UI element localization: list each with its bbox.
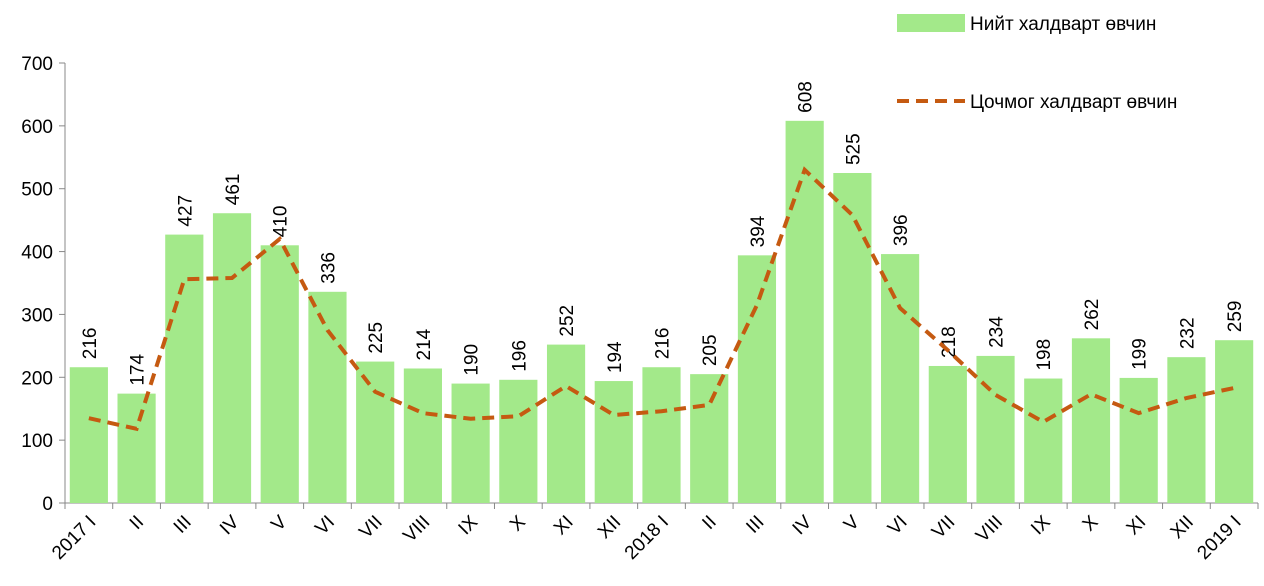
bar [976, 355, 1015, 503]
x-tick-label: IX [1027, 511, 1055, 539]
bar [260, 245, 299, 504]
data-label: 216 [80, 328, 101, 360]
x-tick-label: XI [1123, 512, 1151, 540]
y-tick-label: 300 [21, 305, 53, 326]
x-tick-label: IV [789, 511, 817, 539]
x-tick-label: VII [355, 512, 386, 543]
data-label: 214 [414, 328, 435, 360]
data-label: 252 [557, 305, 578, 337]
bar [737, 255, 777, 503]
x-tick-label: XI [550, 512, 578, 540]
y-tick-label: 200 [21, 368, 53, 389]
x-tick-label: X [1079, 511, 1103, 535]
data-label: 225 [366, 322, 387, 354]
data-label: 196 [509, 340, 530, 372]
x-tick-label: VIII [972, 512, 1007, 547]
bar [1119, 377, 1158, 503]
x-tick-label: III [742, 512, 768, 538]
bar [212, 213, 252, 503]
data-label: 205 [700, 334, 721, 366]
y-tick-label: 100 [21, 431, 53, 452]
x-tick-label: VII [928, 512, 959, 543]
data-label: 218 [939, 326, 960, 358]
data-label: 216 [653, 328, 674, 360]
x-tick-label: IX [455, 511, 483, 539]
bar [499, 379, 538, 503]
bar [1215, 340, 1254, 503]
y-tick-label: 600 [21, 117, 53, 138]
legend-swatch [897, 14, 965, 32]
legend-label: Нийт халдварт өвчин [970, 14, 1156, 35]
bar [881, 254, 920, 503]
bar [308, 291, 347, 503]
bar [785, 120, 824, 503]
data-label: 232 [1177, 317, 1198, 349]
x-tick-label: XII [1167, 512, 1198, 543]
bar [833, 173, 872, 503]
bar [451, 383, 490, 503]
x-tick-label: II [126, 512, 148, 534]
bar [403, 368, 442, 503]
bar [1024, 378, 1063, 503]
x-tick-label: 2019 I [1193, 512, 1245, 564]
bar [165, 234, 204, 503]
data-label: 608 [796, 81, 817, 113]
bar [546, 344, 586, 503]
bar [928, 365, 967, 503]
x-tick-label: X [506, 511, 530, 535]
bar [642, 367, 681, 503]
x-tick-label: VI [884, 512, 912, 540]
y-tick-label: 0 [42, 494, 53, 515]
x-tick-label: V [267, 511, 291, 535]
bar [594, 381, 633, 503]
bar [356, 361, 395, 503]
legend-label: Цочмог халдварт өвчин [970, 92, 1177, 113]
data-label: 174 [128, 353, 149, 385]
data-label: 262 [1082, 299, 1103, 331]
data-label: 336 [318, 252, 339, 284]
x-tick-label: VIII [399, 512, 434, 547]
x-tick-label: V [840, 511, 864, 535]
x-tick-label: IV [216, 511, 244, 539]
y-tick-label: 500 [21, 180, 53, 201]
data-label: 427 [175, 195, 196, 227]
data-label: 410 [271, 206, 292, 238]
bar [69, 367, 108, 503]
data-label: 234 [987, 316, 1008, 348]
data-label: 394 [748, 215, 769, 247]
x-tick-label: XII [594, 512, 625, 543]
data-label: 199 [1130, 338, 1151, 370]
y-tick-label: 400 [21, 243, 53, 264]
x-tick-label: II [698, 512, 720, 534]
line [88, 166, 1235, 432]
data-label: 190 [462, 344, 483, 376]
data-label: 525 [843, 133, 864, 165]
data-label: 396 [891, 214, 912, 246]
bar [1071, 338, 1111, 503]
bar [1167, 357, 1206, 503]
bar [117, 393, 156, 503]
y-tick-label: 700 [21, 54, 53, 75]
x-tick-label: 2018 I [621, 512, 673, 564]
data-label: 194 [605, 341, 626, 373]
data-label: 259 [1225, 300, 1246, 332]
x-tick-label: 2017 I [48, 512, 100, 564]
data-label: 461 [223, 174, 244, 206]
data-label: 198 [1034, 339, 1055, 371]
bar [690, 374, 729, 503]
x-tick-label: VI [311, 512, 339, 540]
x-tick-label: III [170, 512, 196, 538]
